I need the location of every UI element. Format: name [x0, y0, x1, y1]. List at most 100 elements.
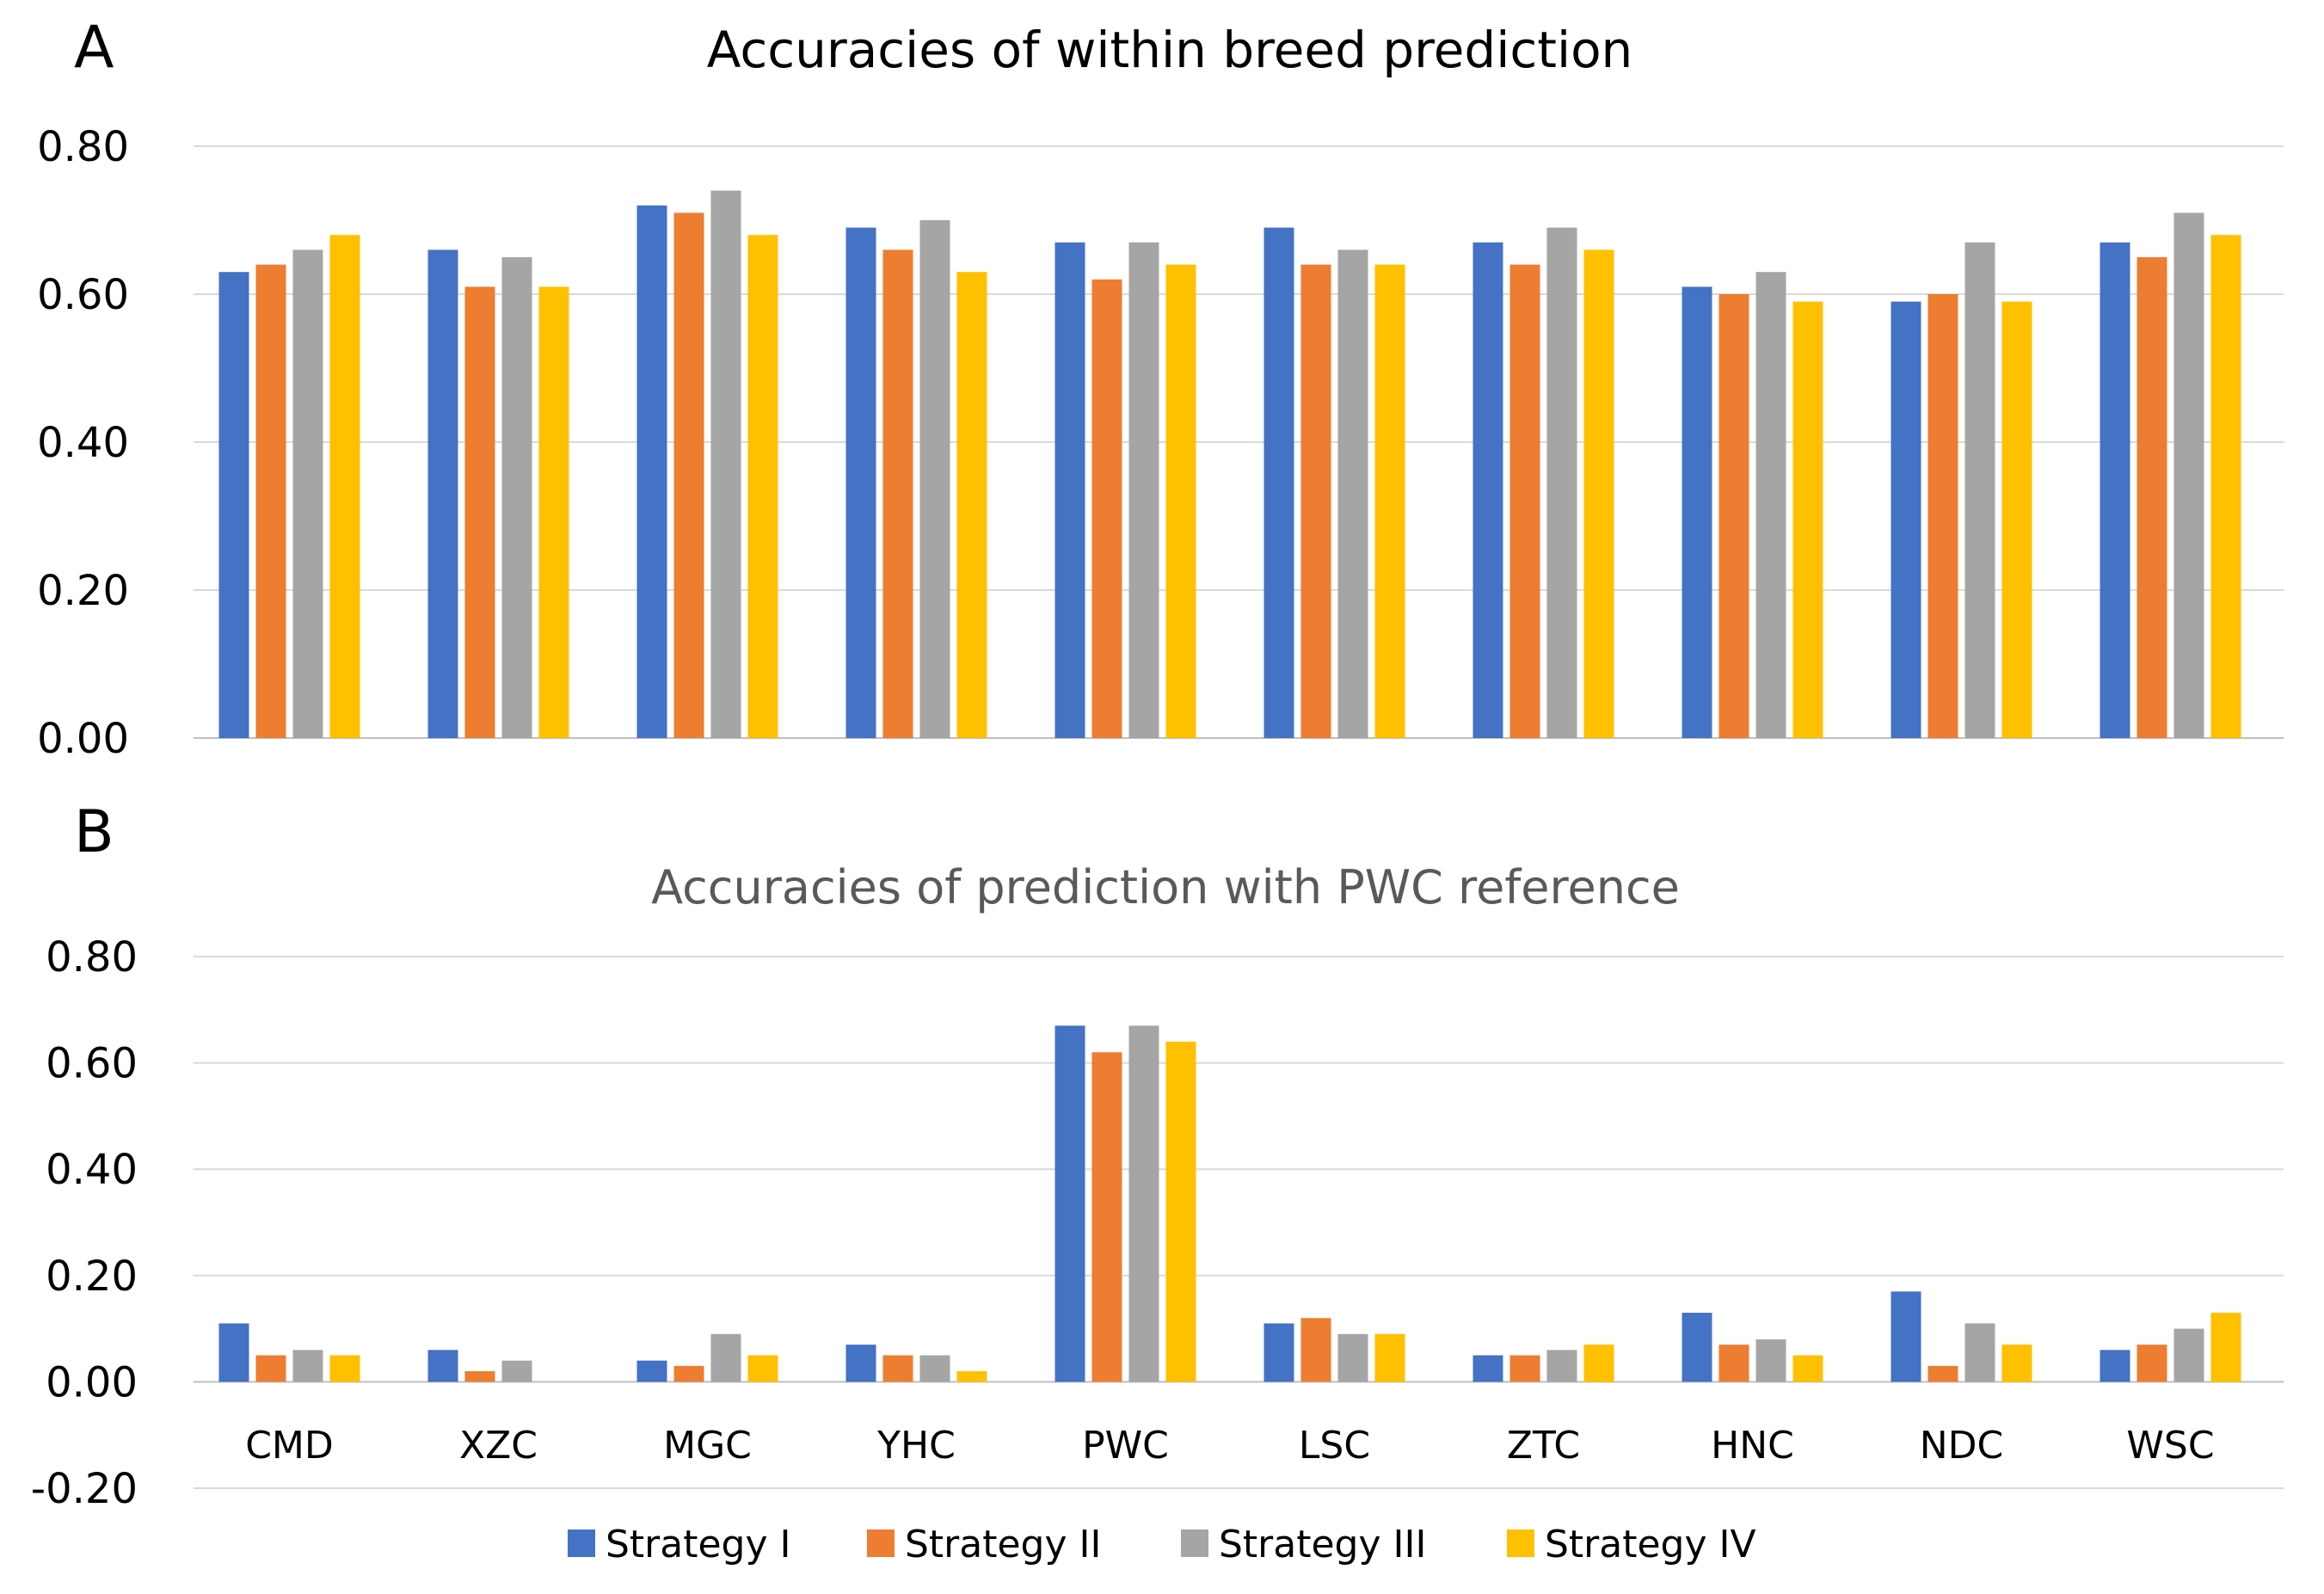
legend-label-strategy-i: Strategy I	[606, 1523, 791, 1566]
legend-swatch-strategy-ii	[867, 1529, 895, 1557]
x-tick-label-cmd: CMD	[245, 1424, 334, 1468]
bar-a-lsc-strategy-iv	[1374, 264, 1405, 739]
bar-b-wsc-strategy-iv	[2210, 1313, 2241, 1382]
bar-a-wsc-strategy-iii	[2173, 212, 2204, 738]
bar-a-mgc-strategy-ii	[673, 212, 704, 738]
bar-a-hnc-strategy-ii	[1718, 294, 1749, 738]
bar-a-hnc-strategy-iv	[1792, 301, 1823, 738]
y-tick-label-b-0-00: 0.00	[46, 1358, 138, 1406]
x-tick-label-ztc: ZTC	[1507, 1424, 1580, 1468]
bar-a-pwc-strategy-ii	[1091, 279, 1122, 738]
bar-a-pwc-strategy-i	[1054, 242, 1085, 738]
legend-label-strategy-iii: Strategy III	[1219, 1523, 1426, 1566]
bar-a-ztc-strategy-i	[1472, 242, 1503, 738]
bar-b-mgc-strategy-iii	[710, 1333, 741, 1382]
bar-a-ndc-strategy-ii	[1927, 294, 1958, 738]
y-tick-label-b-0-20: 0.20	[46, 1252, 138, 1301]
bar-a-ndc-strategy-iii	[1964, 242, 1995, 738]
y-tick-label-a-0-40: 0.40	[37, 419, 129, 467]
x-tick-label-yhc: YHC	[876, 1424, 956, 1468]
bar-b-mgc-strategy-iv	[747, 1355, 778, 1382]
bar-a-wsc-strategy-ii	[2136, 257, 2167, 738]
bar-b-yhc-strategy-iv	[956, 1371, 987, 1382]
bar-a-xzc-strategy-iii	[501, 257, 532, 738]
chart-a-title: Accuracies of within breed prediction	[707, 21, 1633, 79]
bar-a-pwc-strategy-iv	[1165, 264, 1196, 739]
bar-b-pwc-strategy-ii	[1091, 1052, 1122, 1382]
bar-a-mgc-strategy-iii	[710, 190, 741, 739]
bar-b-lsc-strategy-iii	[1337, 1333, 1368, 1382]
bar-b-ndc-strategy-ii	[1927, 1365, 1958, 1382]
bar-a-cmd-strategy-iii	[292, 249, 323, 738]
chart-b: -0.20 0.00 0.20 0.40 0.60 0.80 CMD XZC MGC YHC PWC…	[31, 933, 2284, 1513]
bar-b-cmd-strategy-iii	[292, 1350, 323, 1382]
bar-a-xzc-strategy-iv	[538, 286, 569, 738]
panel-b-letter: B	[74, 798, 114, 866]
legend-swatch-strategy-iii	[1181, 1529, 1208, 1557]
legend-swatch-strategy-iv	[1507, 1529, 1534, 1557]
bar-b-cmd-strategy-ii	[255, 1355, 286, 1382]
chart-b-title: Accuracies of prediction with PWC refere…	[651, 860, 1680, 914]
x-tick-label-mgc: MGC	[663, 1424, 752, 1468]
bar-a-yhc-strategy-iv	[956, 272, 987, 738]
bar-b-hnc-strategy-iv	[1792, 1355, 1823, 1382]
bar-b-yhc-strategy-ii	[882, 1355, 913, 1382]
x-tick-label-hnc: HNC	[1711, 1424, 1794, 1468]
bar-b-mgc-strategy-ii	[673, 1365, 704, 1382]
chart-a: 0.00 0.20 0.40 0.60 0.80	[37, 123, 2284, 763]
bar-a-lsc-strategy-iii	[1337, 249, 1368, 738]
legend-label-strategy-iv: Strategy IV	[1545, 1523, 1756, 1566]
legend-label-strategy-ii: Strategy II	[905, 1523, 1101, 1566]
bar-a-pwc-strategy-iii	[1128, 242, 1159, 738]
bar-b-ndc-strategy-i	[1891, 1291, 1921, 1382]
y-tick-label-a-0-20: 0.20	[37, 567, 129, 615]
bar-a-xzc-strategy-ii	[464, 286, 495, 738]
bar-b-wsc-strategy-iii	[2173, 1328, 2204, 1382]
bar-a-lsc-strategy-i	[1263, 227, 1294, 739]
bar-a-hnc-strategy-i	[1682, 286, 1712, 738]
bar-b-pwc-strategy-i	[1054, 1025, 1085, 1382]
legend-swatch-strategy-i	[568, 1529, 595, 1557]
bar-b-hnc-strategy-ii	[1718, 1345, 1749, 1382]
bar-b-lsc-strategy-i	[1263, 1323, 1294, 1382]
bar-a-cmd-strategy-ii	[255, 264, 286, 739]
bar-b-cmd-strategy-iv	[329, 1355, 360, 1382]
y-tick-label-a-0-80: 0.80	[37, 123, 129, 171]
panel-a-letter: A	[74, 14, 114, 82]
y-tick-label-b-0-60: 0.60	[46, 1040, 138, 1088]
bar-a-yhc-strategy-iii	[919, 220, 950, 738]
bar-a-xzc-strategy-i	[427, 249, 458, 738]
bar-b-pwc-strategy-iv	[1165, 1041, 1196, 1382]
bar-b-xzc-strategy-ii	[464, 1371, 495, 1382]
bar-a-lsc-strategy-ii	[1300, 264, 1331, 739]
x-tick-label-pwc: PWC	[1082, 1424, 1169, 1468]
bar-b-lsc-strategy-iv	[1374, 1333, 1405, 1382]
bar-b-cmd-strategy-i	[218, 1323, 249, 1382]
bar-b-pwc-strategy-iii	[1128, 1025, 1159, 1382]
bar-a-cmd-strategy-iv	[329, 235, 360, 738]
bar-b-wsc-strategy-i	[2100, 1350, 2130, 1382]
bar-b-ndc-strategy-iv	[2001, 1345, 2032, 1382]
bar-b-mgc-strategy-i	[636, 1360, 667, 1382]
x-tick-label-lsc: LSC	[1299, 1424, 1370, 1468]
bar-a-ztc-strategy-iv	[1583, 249, 1614, 738]
bar-b-xzc-strategy-iii	[501, 1360, 532, 1382]
bar-b-xzc-strategy-i	[427, 1350, 458, 1382]
bar-b-ztc-strategy-i	[1472, 1355, 1503, 1382]
bar-a-ztc-strategy-iii	[1546, 227, 1577, 739]
bar-b-hnc-strategy-i	[1682, 1313, 1712, 1382]
y-tick-label-b-0-20: -0.20	[31, 1465, 138, 1513]
bar-a-ndc-strategy-iv	[2001, 301, 2032, 738]
bar-b-lsc-strategy-ii	[1300, 1318, 1331, 1382]
bar-b-ztc-strategy-iv	[1583, 1345, 1614, 1382]
bar-a-wsc-strategy-iv	[2210, 235, 2241, 738]
bar-a-ztc-strategy-ii	[1509, 264, 1540, 739]
x-tick-label-wsc: WSC	[2126, 1424, 2214, 1468]
y-tick-label-b-0-40: 0.40	[46, 1146, 138, 1194]
bar-b-yhc-strategy-iii	[919, 1355, 950, 1382]
y-tick-label-a-0-00: 0.00	[37, 715, 129, 763]
bar-b-ztc-strategy-ii	[1509, 1355, 1540, 1382]
x-tick-label-ndc: NDC	[1920, 1424, 2004, 1468]
bar-b-yhc-strategy-i	[845, 1345, 876, 1382]
